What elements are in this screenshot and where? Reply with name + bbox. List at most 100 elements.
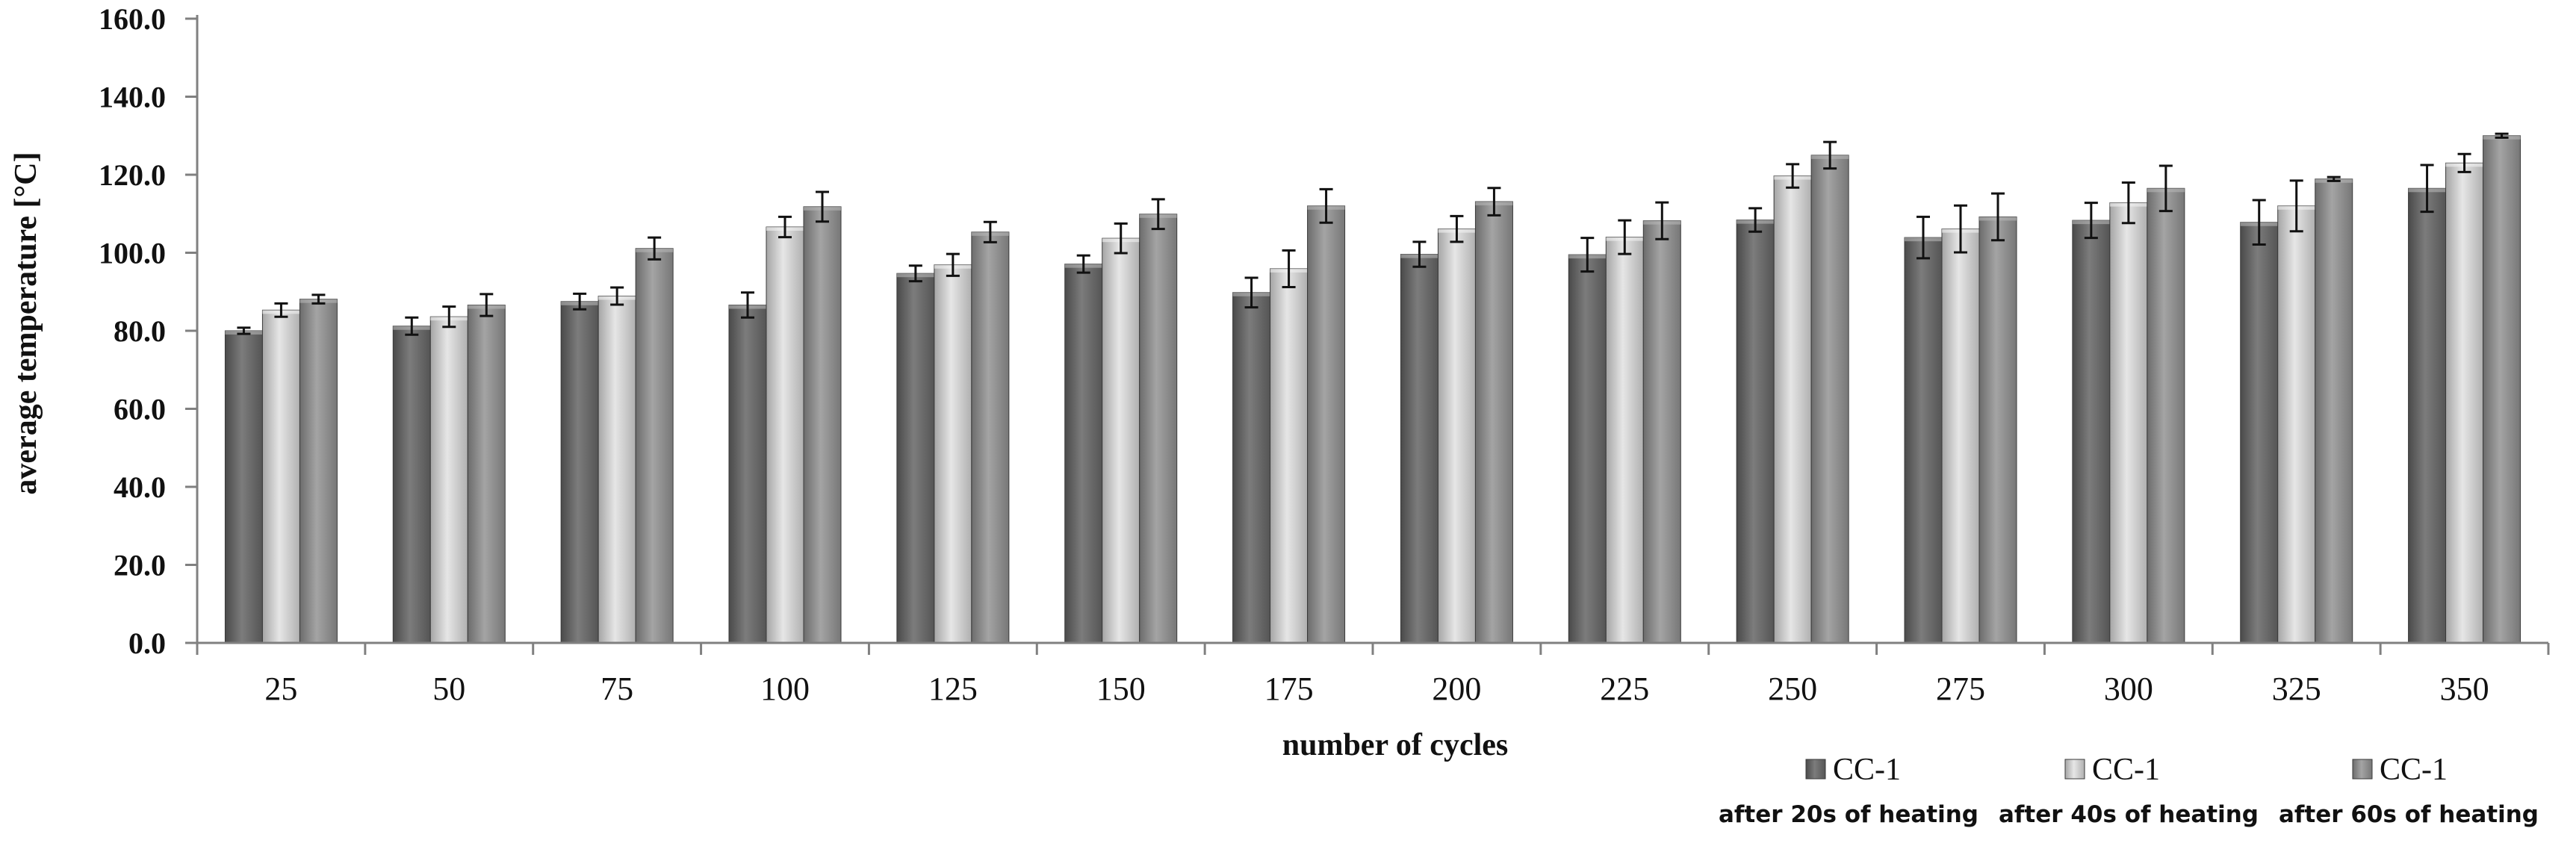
legend-item-series1: CC-1 after 20s of heating xyxy=(1719,753,1978,828)
error-bar-series1-cat-275 xyxy=(1917,215,1930,260)
x-tick-label-300: 300 xyxy=(2104,671,2153,707)
error-bar-series3-cat-50 xyxy=(479,293,494,317)
error-bar-series1-cat-250 xyxy=(1748,207,1763,233)
error-bar-series3-cat-250 xyxy=(1823,140,1837,170)
error-bar-series1-cat-25 xyxy=(237,326,251,335)
y-axis-title: average temperature [°C] xyxy=(9,152,43,494)
bar-series1-cat-200 xyxy=(1400,254,1438,644)
x-tick-label-350: 350 xyxy=(2440,671,2489,707)
bar-series1-cat-50 xyxy=(392,326,431,644)
error-bar-series1-cat-100 xyxy=(741,291,754,319)
error-bars-layer xyxy=(237,132,2509,336)
y-tick-label-120.0: 120.0 xyxy=(99,158,166,192)
bar-series1-cat-250 xyxy=(1736,220,1775,644)
error-bar-series1-cat-300 xyxy=(2084,202,2098,240)
labels-layer: 25 50 75 100 125 150 175 200 225 250 275 300 325 350 0… xyxy=(99,2,2489,707)
bar-series3-cat-300 xyxy=(2147,187,2185,644)
x-tick-label-200: 200 xyxy=(1432,671,1481,707)
x-tick-label-225: 225 xyxy=(1600,671,1649,707)
error-bar-series1-cat-125 xyxy=(908,264,922,283)
error-bar-series2-cat-225 xyxy=(1618,219,1632,255)
bar-series3-cat-225 xyxy=(1642,220,1681,644)
error-bar-series3-cat-325 xyxy=(2327,175,2341,182)
error-bar-series2-cat-25 xyxy=(274,302,288,318)
legend-item-series2: CC-1 after 40s of heating xyxy=(1999,753,2259,828)
bar-series1-cat-175 xyxy=(1232,292,1271,644)
error-bar-series1-cat-350 xyxy=(2420,164,2434,214)
y-tick-label-20.0: 20.0 xyxy=(114,549,166,582)
error-bar-series3-cat-175 xyxy=(1319,187,1333,224)
error-bar-series1-cat-325 xyxy=(2252,199,2266,246)
error-bar-series2-cat-150 xyxy=(1114,222,1128,255)
x-tick-label-100: 100 xyxy=(760,671,810,707)
bar-series3-cat-100 xyxy=(803,206,842,644)
error-bar-series3-cat-275 xyxy=(1991,192,2005,242)
bar-series2-cat-25 xyxy=(261,309,300,644)
legend-sublabel-series3: after 60s of heating xyxy=(2279,801,2539,828)
error-bar-series3-cat-350 xyxy=(2495,132,2509,139)
bar-series2-cat-50 xyxy=(429,316,468,644)
bar-series3-cat-75 xyxy=(635,248,674,644)
error-bar-series2-cat-350 xyxy=(2457,152,2471,173)
error-bar-series1-cat-200 xyxy=(1412,240,1427,268)
error-bar-series2-cat-325 xyxy=(2289,179,2303,233)
x-tick-label-75: 75 xyxy=(600,671,633,707)
x-tick-label-125: 125 xyxy=(928,671,978,707)
error-bar-series2-cat-275 xyxy=(1954,204,1967,254)
error-bar-series3-cat-100 xyxy=(816,190,829,223)
bar-series2-cat-275 xyxy=(1941,228,1980,644)
bar-series1-cat-100 xyxy=(728,305,767,644)
y-tick-label-100.0: 100.0 xyxy=(99,237,166,270)
error-bar-series3-cat-200 xyxy=(1487,187,1501,217)
bar-series2-cat-150 xyxy=(1102,237,1140,644)
x-tick-label-25: 25 xyxy=(264,671,297,707)
error-bar-series3-cat-225 xyxy=(1655,201,1669,240)
bar-series2-cat-200 xyxy=(1437,228,1476,644)
bar-series1-cat-325 xyxy=(2240,222,2279,644)
x-tick-label-275: 275 xyxy=(1936,671,1985,707)
x-tick-label-250: 250 xyxy=(1768,671,1817,707)
bar-series3-cat-275 xyxy=(1978,216,2017,644)
y-tick-label-80.0: 80.0 xyxy=(114,314,166,348)
bar-series2-cat-75 xyxy=(598,295,636,644)
bar-series3-cat-25 xyxy=(299,299,338,644)
bar-series3-cat-175 xyxy=(1307,205,1346,644)
bar-series2-cat-125 xyxy=(934,264,972,644)
bar-series1-cat-300 xyxy=(2072,220,2111,644)
legend-swatch-series2 xyxy=(2064,759,2085,780)
x-tick-label-50: 50 xyxy=(432,671,465,707)
bar-series3-cat-200 xyxy=(1474,201,1513,644)
legend-swatch-series3 xyxy=(2352,759,2373,780)
bar-series2-cat-350 xyxy=(2445,162,2484,644)
bar-series3-cat-250 xyxy=(1810,155,1849,644)
error-bar-series2-cat-200 xyxy=(1450,214,1464,243)
bar-series1-cat-275 xyxy=(1904,237,1943,644)
x-tick-label-325: 325 xyxy=(2272,671,2321,707)
bar-series2-cat-250 xyxy=(1773,175,1812,644)
legend-sublabel-series1: after 20s of heating xyxy=(1719,801,1978,828)
error-bar-series3-cat-150 xyxy=(1151,198,1165,231)
bar-series1-cat-25 xyxy=(224,330,263,644)
bar-series3-cat-325 xyxy=(2315,178,2353,644)
error-bar-series2-cat-300 xyxy=(2121,181,2135,225)
bar-series3-cat-150 xyxy=(1139,214,1178,644)
bar-series2-cat-325 xyxy=(2277,205,2316,644)
y-tick-label-0.0: 0.0 xyxy=(128,626,166,660)
error-bar-series2-cat-125 xyxy=(946,252,960,277)
bar-series1-cat-150 xyxy=(1064,264,1103,644)
legend-item-series3: CC-1 after 60s of heating xyxy=(2279,753,2539,828)
bars-layer xyxy=(224,135,2521,644)
legend-swatch-series1 xyxy=(1805,759,1826,780)
bar-series1-cat-225 xyxy=(1568,254,1607,644)
y-tick-label-40.0: 40.0 xyxy=(114,470,166,504)
error-bar-series3-cat-300 xyxy=(2158,164,2173,213)
legend-label-series3: CC-1 xyxy=(2380,753,2448,787)
bar-series1-cat-75 xyxy=(560,301,599,644)
bar-series3-cat-125 xyxy=(971,231,1010,644)
error-bar-series1-cat-75 xyxy=(573,292,587,311)
y-tick-label-60.0: 60.0 xyxy=(114,393,166,426)
bar-series1-cat-125 xyxy=(896,273,935,644)
x-axis-title: number of cycles xyxy=(1282,728,1509,762)
legend: CC-1 after 20s of heating CC-1 after 40s of… xyxy=(1719,753,2539,828)
